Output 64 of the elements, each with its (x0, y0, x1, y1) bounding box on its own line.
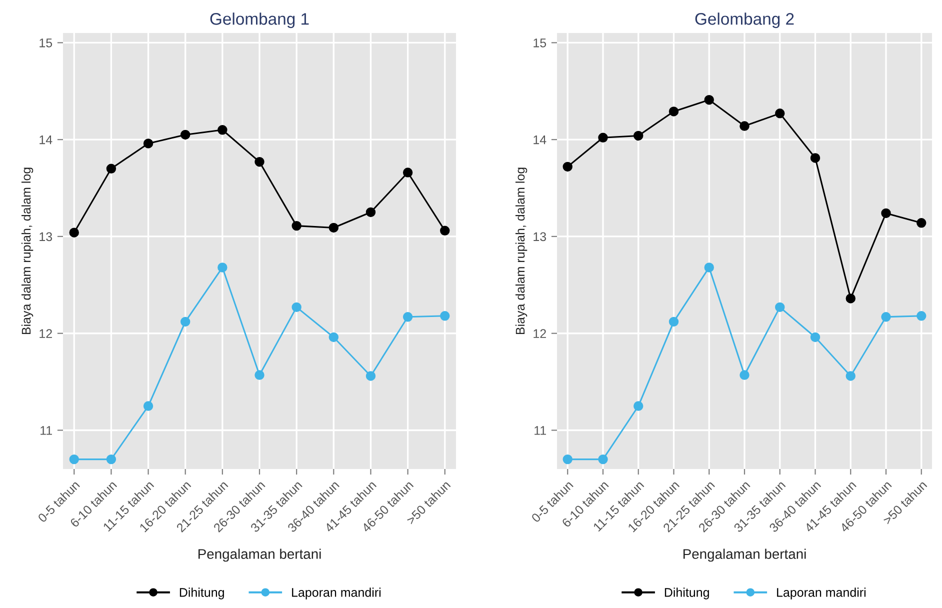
point (292, 302, 302, 312)
y-tick-label: 11 (40, 426, 52, 435)
point (810, 332, 820, 342)
point (143, 401, 154, 411)
y-tick-label: 15 (534, 38, 546, 48)
legend-label: Dihitung (664, 588, 709, 600)
y-axis-title: Biaya dalam rupiah, dalam log (515, 168, 528, 334)
point (668, 106, 679, 116)
point (916, 311, 926, 321)
point (740, 121, 750, 131)
point (846, 294, 856, 304)
point (916, 218, 926, 228)
y-tick-label: 15 (40, 38, 52, 48)
point (634, 130, 644, 141)
point (668, 316, 679, 327)
legend-label: Laporan mandiri (292, 588, 381, 600)
point (69, 454, 79, 464)
y-axis-title: Biaya dalam rupiah, dalam log (21, 168, 34, 334)
point (402, 312, 413, 322)
point (810, 153, 820, 163)
point (704, 262, 714, 272)
point (775, 108, 785, 118)
point (402, 168, 413, 178)
point (328, 222, 339, 233)
point (846, 371, 856, 381)
point (218, 262, 228, 272)
y-tick-label: 13 (40, 232, 52, 242)
point (562, 162, 572, 172)
y-tick-label: 14 (534, 136, 546, 144)
point (366, 371, 376, 381)
x-axis-title: Pengalaman bertani (198, 548, 321, 562)
y-tick-label: 14 (40, 136, 52, 144)
point (598, 132, 608, 142)
point (562, 454, 572, 464)
point (180, 130, 190, 140)
point (254, 370, 264, 380)
point (180, 316, 190, 327)
point (106, 164, 116, 174)
y-tick-label: 12 (534, 329, 546, 338)
point (254, 157, 264, 167)
y-tick-label: 12 (40, 329, 52, 338)
point (143, 138, 154, 148)
y-tick-label: 11 (534, 426, 546, 435)
point (740, 370, 750, 380)
point (106, 454, 116, 464)
point (598, 454, 608, 464)
point (440, 311, 450, 321)
legend-label: Laporan mandiri (777, 588, 866, 600)
point (218, 125, 228, 135)
y-tick-label: 13 (534, 232, 546, 242)
legend-label: Dihitung (180, 588, 224, 600)
point (634, 401, 644, 411)
chart-title: Gelombang 2 (695, 12, 794, 28)
point (292, 220, 302, 231)
point (69, 228, 79, 238)
point (881, 312, 891, 322)
chart-title: Gelombang 1 (210, 12, 309, 28)
point (366, 207, 376, 218)
x-axis-title: Pengalaman bertani (683, 548, 806, 562)
point (440, 226, 450, 236)
point (881, 208, 891, 218)
point (775, 302, 785, 312)
point (704, 94, 714, 105)
point (328, 332, 339, 342)
